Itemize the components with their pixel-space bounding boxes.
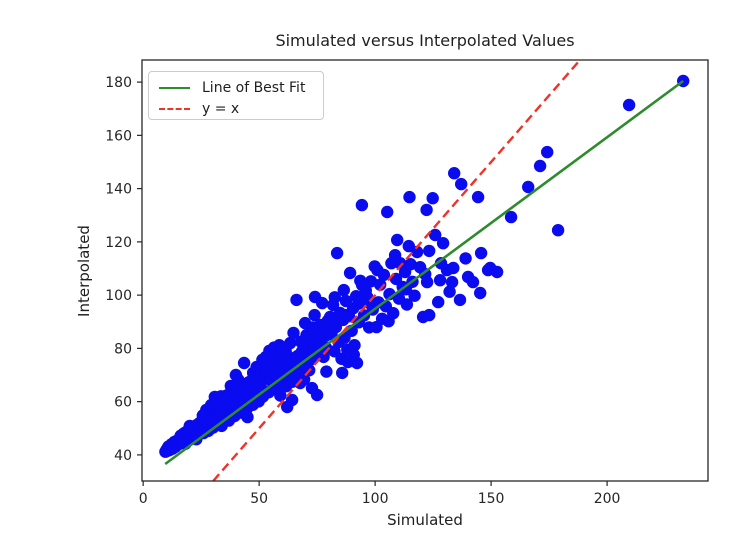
scatter-point [297, 373, 311, 386]
scatter-point [352, 297, 365, 310]
x-tick-label: 100 [362, 491, 389, 507]
legend-item-best-fit: Line of Best Fit [159, 77, 313, 98]
scatter-point [420, 203, 433, 217]
scatter-point [533, 159, 547, 173]
legend-line-sample-best-fit [159, 86, 190, 89]
scatter-point [443, 285, 456, 298]
scatter-point [432, 295, 445, 309]
scatter-point [474, 286, 487, 300]
legend: Line of Best Fit y = x [148, 71, 324, 120]
scatter-point [274, 389, 287, 402]
scatter-point [436, 237, 450, 250]
x-tick-label: 150 [478, 491, 505, 507]
scatter-point [400, 298, 414, 311]
scatter-point [459, 252, 472, 265]
scatter-point [377, 268, 391, 282]
scatter-point [381, 205, 394, 219]
scatter-point [423, 244, 436, 258]
legend-label-best-fit: Line of Best Fit [202, 79, 306, 96]
scatter-point [308, 308, 321, 322]
scatter-point [474, 246, 488, 260]
x-axis-label: Simulated [387, 511, 463, 529]
scatter-point [284, 336, 297, 350]
legend-label-identity: y = x [202, 100, 240, 117]
scatter-point [622, 98, 636, 112]
axes-frame [141, 59, 709, 482]
y-tick-label: 120 [105, 235, 132, 251]
scatter-point [504, 210, 518, 224]
scatter-point [420, 275, 434, 289]
scatter-point [355, 198, 369, 212]
y-tick-label: 180 [105, 75, 132, 91]
scatter-point [410, 245, 424, 259]
plot-area [159, 60, 690, 481]
scatter-point [429, 228, 442, 242]
scatter-point [374, 278, 387, 291]
scatter-point [391, 233, 404, 247]
scatter-point [316, 296, 329, 310]
legend-item-identity: y = x [159, 98, 313, 119]
scatter-point [237, 356, 251, 370]
scatter-point [447, 261, 460, 275]
y-axis-label: Interpolated [75, 225, 93, 317]
identity-line [212, 60, 581, 481]
scatter-point [241, 410, 254, 424]
y-tick-label: 60 [114, 395, 132, 411]
scatter-point [522, 180, 535, 194]
scatter-point [404, 258, 417, 271]
scatter-point [328, 291, 341, 304]
scatter-point [408, 289, 421, 302]
scatter-point [285, 393, 299, 407]
scatter-point [453, 293, 467, 307]
scatter-point [387, 307, 400, 320]
chart-title: Simulated versus Interpolated Values [275, 31, 575, 50]
x-tick-label: 200 [594, 491, 621, 507]
scatter-point [448, 167, 461, 180]
best-fit-line [164, 79, 684, 466]
x-tick-label: 0 [139, 491, 148, 507]
x-tick-label: 50 [250, 491, 268, 507]
scatter-point [490, 265, 504, 279]
scatter-point [343, 266, 357, 280]
y-tick-label: 40 [114, 448, 132, 464]
scatter-point [423, 308, 436, 322]
scatter-point [445, 275, 459, 289]
y-tick-label: 160 [105, 128, 132, 144]
scatter-point [541, 145, 554, 159]
scatter-point [471, 190, 485, 204]
scatter-point [350, 356, 364, 370]
y-tick-label: 140 [105, 182, 132, 198]
scatter-point [337, 283, 350, 297]
y-tick-label: 100 [105, 288, 132, 304]
scatter-point [287, 326, 300, 340]
scatter-point [330, 246, 344, 260]
scatter-point [426, 192, 439, 205]
scatter-point [466, 275, 480, 289]
scatter-point [336, 366, 349, 380]
scatter-point [403, 190, 416, 204]
scatter-point [290, 293, 303, 307]
scatter-point [551, 224, 565, 237]
scatter-point [320, 365, 333, 378]
scatter-point [310, 388, 324, 402]
legend-line-sample-identity [159, 107, 190, 110]
y-tick-label: 80 [114, 341, 132, 357]
scatter-point [348, 339, 361, 352]
scatter-point [433, 274, 447, 287]
scatter-point [455, 177, 468, 191]
